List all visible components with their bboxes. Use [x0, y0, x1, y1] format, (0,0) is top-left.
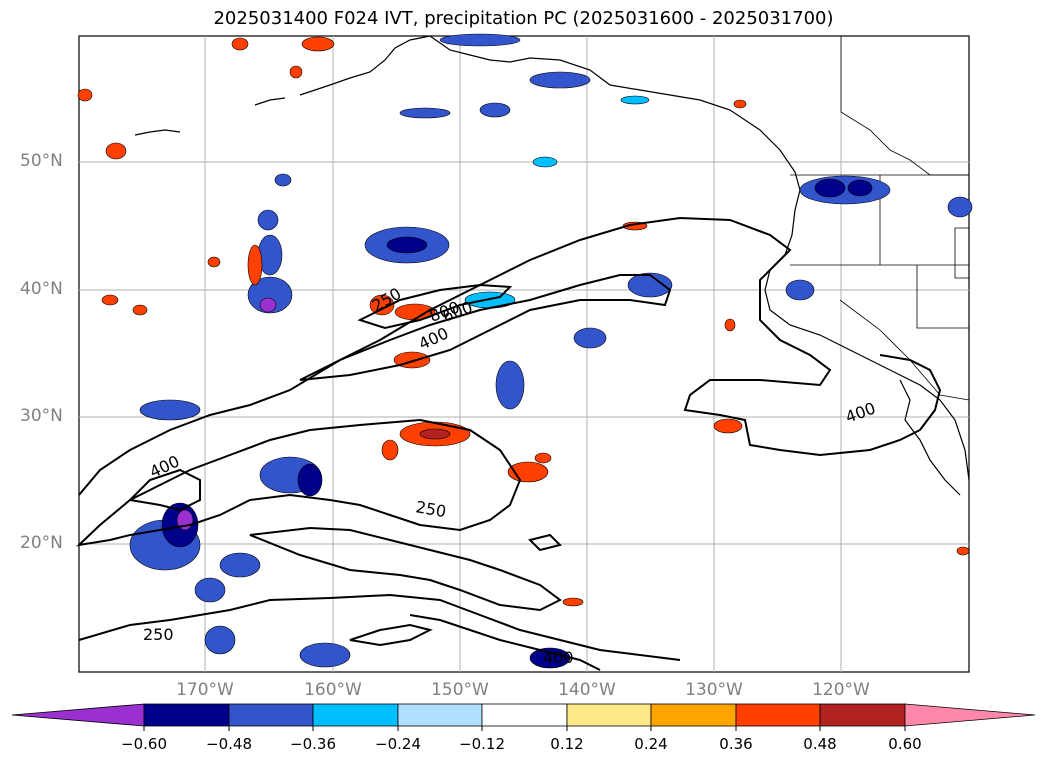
- colorbar-segment-5: [481, 703, 568, 727]
- colorbar-tick-label: −0.12: [459, 735, 505, 753]
- gridlines: [79, 36, 969, 672]
- colorbar-segment-10: [904, 703, 1036, 727]
- lon-label-170w: 170°W: [176, 680, 234, 700]
- colorbar-tick-label: −0.60: [121, 735, 167, 753]
- lon-label-150w: 150°W: [431, 680, 489, 700]
- lat-label-30n: 30°N: [20, 406, 63, 426]
- positive-anomaly-areas: [77, 36, 970, 607]
- map-title: 2025031400 F024 IVT, precipitation PC (2…: [213, 8, 834, 29]
- contour-label-250-c: 250: [143, 625, 174, 644]
- colorbar-tick-label: −0.36: [290, 735, 336, 753]
- colorbar-tick-label: 0.24: [634, 735, 668, 753]
- colorbar-segment-6: [566, 703, 652, 727]
- colorbar: [11, 703, 1036, 727]
- lon-label-130w: 130°W: [685, 680, 743, 700]
- colorbar-segment-9: [819, 703, 906, 727]
- colorbar-segment-3: [312, 703, 399, 727]
- ivt-contours: [75, 216, 942, 671]
- colorbar-ticks: [143, 726, 906, 731]
- colorbar-tick-label: 0.60: [888, 735, 922, 753]
- lat-label-50n: 50°N: [20, 151, 63, 171]
- lon-label-140w: 140°W: [558, 680, 616, 700]
- colorbar-tick-label: 0.36: [719, 735, 753, 753]
- coastlines: [134, 35, 970, 496]
- lon-label-160w: 160°W: [304, 680, 362, 700]
- colorbar-tick-label: −0.48: [206, 735, 252, 753]
- colorbar-tick-label: −0.24: [375, 735, 421, 753]
- colorbar-segment-4: [397, 703, 483, 727]
- map-frame: [78, 35, 970, 673]
- contour-labels: 250 800 600 400 400 400 250 400 250: [143, 284, 878, 667]
- colorbar-tick-label: 0.12: [550, 735, 584, 753]
- colorbar-tick-label: 0.48: [803, 735, 837, 753]
- colorbar-segment-7: [650, 703, 737, 727]
- lat-label-40n: 40°N: [20, 279, 63, 299]
- colorbar-segment-8: [735, 703, 821, 727]
- colorbar-segment-0: [11, 703, 145, 727]
- negative-anomaly-areas: [129, 33, 973, 669]
- lon-label-120w: 120°W: [812, 680, 870, 700]
- contour-label-400-d: 400: [543, 648, 574, 667]
- colorbar-segment-2: [228, 703, 314, 727]
- lat-label-20n: 20°N: [20, 533, 63, 553]
- colorbar-segment-1: [143, 703, 230, 727]
